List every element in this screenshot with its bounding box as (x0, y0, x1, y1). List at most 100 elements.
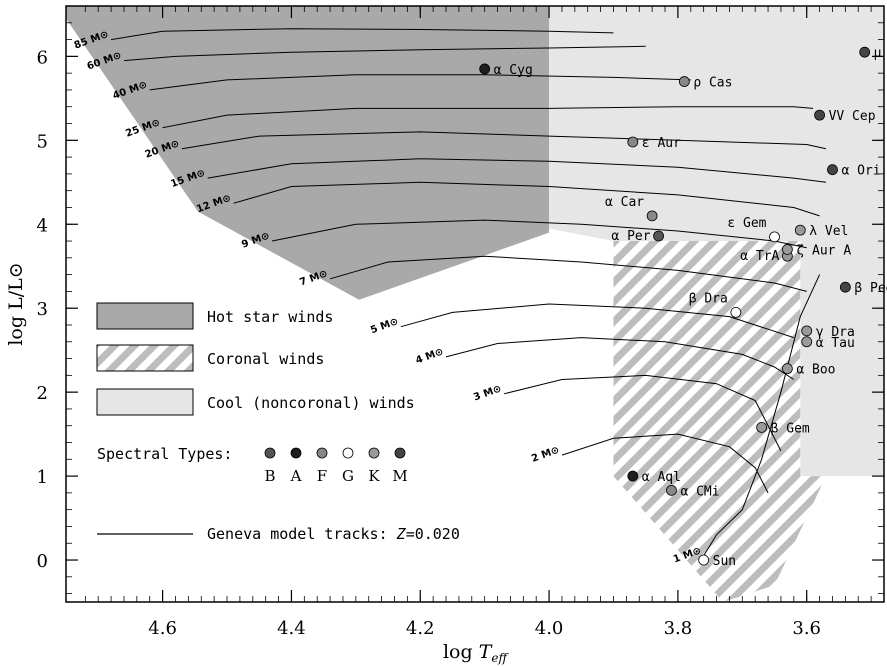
star-label: ε Gem (727, 216, 766, 231)
spectral-type-marker (316, 447, 328, 459)
legend-swatch (96, 302, 194, 330)
legend: Hot star winds Coronal winds Cool (noncoro… (96, 302, 460, 543)
track-12-msun (233, 181, 820, 217)
track-40-msun (149, 74, 691, 91)
star-label: ρ Cas (693, 76, 732, 91)
y-tick-label: 6 (37, 47, 48, 68)
star-label: α Boo (796, 363, 835, 378)
track-4-msun (445, 337, 795, 380)
track-25-msun (162, 106, 814, 129)
star-point (666, 484, 677, 496)
star-point (781, 363, 793, 375)
legend-swatch (96, 344, 194, 372)
star-label: ε Aur (642, 136, 681, 151)
spectral-type-marker (290, 447, 302, 459)
axis-ticks: 4.6 4.4 4.2 4.0 3.8 3.6 0 1 2 3 4 5 6 (37, 6, 885, 639)
y-tick-label: 3 (37, 299, 48, 320)
spectral-type-marker (264, 447, 276, 459)
region-hot-star-winds (66, 6, 550, 300)
spectral-type-letter: A (290, 467, 302, 485)
x-tick-label: 3.6 (792, 618, 821, 639)
star-point (839, 281, 851, 293)
star-point (627, 136, 639, 148)
legend-swatch (96, 388, 194, 416)
star-label: β Peg (854, 281, 887, 296)
star-point (730, 306, 742, 318)
spectral-type-marker (368, 447, 380, 459)
track-label: 4 M⊙ (414, 346, 445, 366)
track-15-msun (207, 158, 827, 183)
track-7-msun (329, 255, 807, 292)
star-point (801, 336, 813, 348)
star-point (627, 470, 639, 482)
star-point (781, 244, 793, 255)
x-tick-label: 4.2 (406, 618, 435, 639)
star-point (678, 76, 690, 87)
track-2-msun (561, 433, 769, 494)
track-60-msun (123, 45, 646, 62)
track-20-msun (181, 131, 827, 150)
star-label: VV Cep (829, 109, 876, 124)
star-point (794, 224, 806, 236)
spectral-type-letter: B (264, 467, 275, 485)
track-3-msun (503, 374, 782, 452)
y-tick-label: 4 (37, 215, 48, 236)
x-tick-label: 4.0 (535, 618, 564, 639)
star-label: λ Vel (809, 224, 848, 239)
y-tick-label: 2 (37, 383, 48, 404)
spectral-type-marker (394, 447, 406, 459)
star-point (859, 46, 871, 58)
spectral-type-letter: F (317, 467, 327, 485)
plot-frame (65, 5, 885, 603)
star-label: α CMi (680, 484, 719, 499)
track-1-msun (703, 274, 821, 557)
star-label: α TrA (740, 249, 779, 264)
star-label: Sun (713, 554, 736, 569)
star-point (801, 325, 813, 337)
x-tick-label: 4.4 (277, 618, 306, 639)
star-point (698, 554, 710, 566)
star-label: α Ori (841, 164, 880, 179)
star-point (479, 63, 491, 75)
star-point (827, 164, 838, 176)
spectral-type-letter: M (392, 467, 407, 485)
star-label: α Per (611, 229, 650, 244)
star-label: β Gem (771, 421, 810, 436)
star-point (653, 230, 664, 242)
track-85-msun (111, 28, 614, 41)
track-legend-label: Geneva model tracks: Z=0.020 (207, 525, 460, 543)
y-tick-label: 1 (37, 467, 48, 488)
track-label: 3 M⊙ (472, 383, 503, 403)
star-label: ζ Aur A (796, 243, 851, 258)
spectral-type-letter: G (342, 467, 354, 485)
y-tick-label: 0 (37, 551, 48, 572)
star-point (769, 231, 780, 243)
x-axis-title: log Teff (443, 641, 510, 665)
wind-regions (66, 6, 884, 602)
star-label: α Car (605, 195, 644, 210)
star-point (646, 210, 658, 222)
star-label: μ Cep (874, 46, 887, 61)
star-label: β Dra (689, 291, 728, 306)
y-tick-label: 5 (37, 131, 48, 152)
track-5-msun (400, 303, 794, 339)
legend-entry: Hot star winds (207, 308, 333, 326)
star-label: α Cyg (494, 63, 533, 78)
track-label: 5 M⊙ (369, 316, 400, 336)
spectral-types-label: Spectral Types: (97, 445, 232, 463)
legend-entry: Cool (noncoronal) winds (207, 394, 415, 412)
stars: α Per α Cyg α Aql ε Aur ρ Cas α Car α CMi Sun ε … (479, 46, 887, 569)
star-label: α Aql (642, 470, 681, 485)
x-tick-label: 3.8 (664, 618, 693, 639)
track-label: 2 M⊙ (530, 445, 561, 465)
legend-entry: Coronal winds (207, 350, 324, 368)
x-tick-label: 4.6 (148, 618, 177, 639)
star-label: γ Dra (816, 325, 855, 340)
star-point (756, 421, 768, 433)
spectral-type-marker (342, 447, 354, 459)
star-label: α Tau (816, 336, 855, 351)
y-axis-title: log L/L⊙ (5, 262, 27, 345)
star-point (814, 109, 825, 121)
spectral-type-letter: K (368, 467, 380, 485)
